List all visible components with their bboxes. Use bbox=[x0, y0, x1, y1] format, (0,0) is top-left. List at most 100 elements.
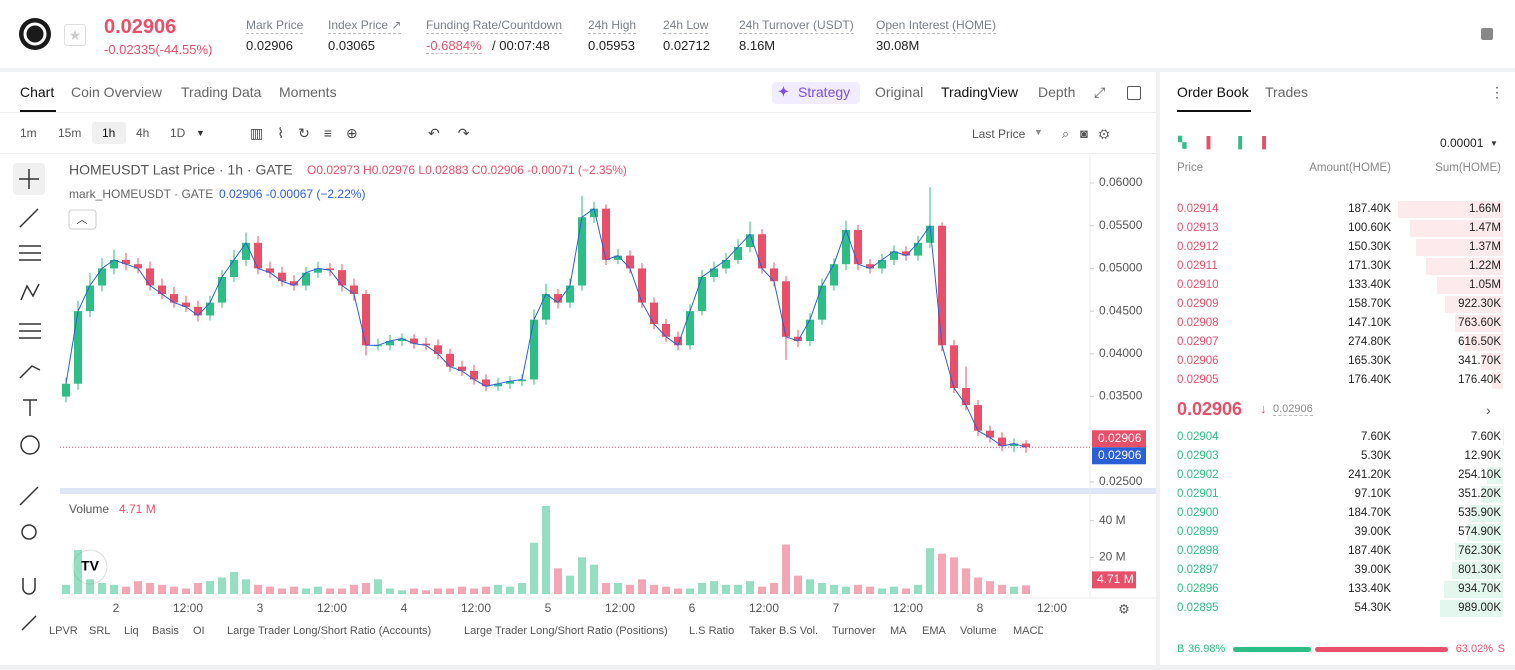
settings-icon[interactable]: ⚙ bbox=[1118, 601, 1130, 616]
mark-values: 0.02906 -0.00067 (−2.22%) bbox=[219, 187, 365, 201]
ob-row: 0.02903 5.30K 12.90K bbox=[1160, 447, 1515, 466]
view-tab[interactable]: Strategy bbox=[798, 84, 851, 100]
ob-amount: 5.30K bbox=[1360, 450, 1391, 462]
candle-body bbox=[458, 366, 466, 371]
chart-tab[interactable]: Chart bbox=[20, 84, 55, 100]
indicator[interactable]: SRL bbox=[89, 625, 111, 637]
candle-body bbox=[254, 242, 262, 269]
chart-tab[interactable]: Coin Overview bbox=[71, 84, 163, 100]
ob-amount: 241.20K bbox=[1348, 469, 1391, 481]
indicator[interactable]: L.S Ratio bbox=[689, 625, 735, 637]
interval[interactable]: 1h bbox=[102, 126, 116, 140]
candle-body bbox=[758, 234, 766, 269]
candle-body bbox=[830, 264, 838, 286]
candle-body bbox=[986, 430, 994, 438]
indicator[interactable]: MA bbox=[890, 625, 907, 637]
indicator[interactable]: MACD bbox=[1013, 625, 1043, 637]
stat-label: Funding Rate/Countdown bbox=[426, 18, 563, 34]
indicator[interactable]: Taker B.S Vol. bbox=[749, 625, 819, 637]
candle-body bbox=[578, 217, 586, 286]
candle-body bbox=[614, 255, 622, 260]
chevron[interactable]: › bbox=[1486, 402, 1491, 418]
candle-body bbox=[590, 208, 598, 218]
ob-amount: 176.40K bbox=[1348, 374, 1391, 386]
x-tick-label: 4 bbox=[401, 601, 408, 615]
ob-row: 0.02909 158.70K 922.30K bbox=[1160, 295, 1515, 314]
volume-bar bbox=[62, 584, 70, 594]
indicator[interactable]: Basis bbox=[152, 625, 179, 637]
ob-sum: 616.50K bbox=[1458, 336, 1501, 348]
ob-sum: 254.10K bbox=[1458, 469, 1501, 481]
collapse-button[interactable] bbox=[68, 209, 97, 230]
volume-bar bbox=[650, 584, 658, 594]
indicator[interactable]: Liq bbox=[124, 625, 139, 637]
interval[interactable]: 1D bbox=[170, 126, 186, 140]
volume-bar bbox=[386, 588, 394, 594]
menu-icon[interactable] bbox=[1481, 28, 1493, 40]
candle-body bbox=[782, 281, 790, 337]
stat-value: 0.02906 bbox=[246, 38, 293, 53]
buy-label: 36.98% bbox=[1188, 643, 1226, 655]
ob-sum: 801.30K bbox=[1458, 564, 1501, 576]
indicator[interactable]: EMA bbox=[922, 625, 946, 637]
x-tick-label: 8 bbox=[977, 601, 984, 615]
interval[interactable]: 4h bbox=[136, 126, 150, 140]
volume-bar bbox=[338, 588, 346, 594]
ob-price: 0.02906 bbox=[1177, 355, 1219, 367]
interval[interactable]: 15m bbox=[58, 126, 82, 140]
ob-tab[interactable]: Trades bbox=[1265, 84, 1309, 100]
indicator[interactable]: Large Trader Long/Short Ratio (Positions… bbox=[464, 625, 668, 637]
candle-body bbox=[362, 294, 370, 346]
legend-ohlc: O0.02973 H0.02976 L0.02883 C0.02906 -0.0… bbox=[307, 163, 627, 177]
y-tick-label: 0.04500 bbox=[1099, 303, 1143, 317]
view-toggles[interactable]: ▚▌▐▌ bbox=[1178, 137, 1290, 149]
y-tick-label: 0.04000 bbox=[1099, 346, 1143, 360]
candle-body bbox=[98, 268, 106, 286]
stat-value: 0.03065 bbox=[328, 38, 375, 53]
precision[interactable]: 0.00001 bbox=[1440, 136, 1484, 150]
spacer bbox=[1176, 156, 1456, 157]
candle-body bbox=[302, 272, 310, 286]
indicator[interactable]: Large Trader Long/Short Ratio (Accounts) bbox=[227, 625, 432, 637]
candle-body bbox=[998, 437, 1006, 447]
ob-sum: 1.37M bbox=[1469, 241, 1501, 253]
expand-icon[interactable]: ⤢ bbox=[1094, 84, 1106, 100]
indicator[interactable]: Volume bbox=[960, 625, 997, 637]
price-source[interactable]: Last Price bbox=[972, 127, 1026, 141]
chart-tab[interactable]: Moments bbox=[279, 84, 337, 100]
pane-separator bbox=[60, 488, 1156, 494]
view-tab[interactable]: TradingView bbox=[941, 84, 1019, 100]
x-tick-label: 6 bbox=[689, 601, 696, 615]
favorite-star[interactable]: ★ bbox=[64, 24, 86, 46]
candle-body bbox=[506, 381, 514, 384]
indicator[interactable]: Turnover bbox=[832, 625, 876, 637]
ob-price: 0.02901 bbox=[1177, 488, 1219, 500]
view-tab[interactable]: Original bbox=[875, 84, 924, 100]
ob-price: 0.02898 bbox=[1177, 545, 1219, 557]
undo-redo[interactable]: ↶↷ bbox=[428, 125, 488, 141]
indicator[interactable]: OI bbox=[193, 625, 205, 637]
volume-bar bbox=[1022, 585, 1030, 594]
last-price-tag-text: 0.02906 bbox=[1098, 431, 1142, 445]
volume-bar bbox=[662, 586, 670, 594]
view-tab[interactable]: Depth bbox=[1038, 84, 1076, 100]
interval[interactable]: 1m bbox=[20, 126, 37, 140]
ob-sum: 1.05M bbox=[1469, 279, 1501, 291]
window-icon[interactable] bbox=[1127, 86, 1141, 100]
toolbar-icons[interactable]: ⌕ ◙ ⚙ bbox=[1062, 126, 1110, 141]
volume-bar bbox=[518, 583, 526, 594]
drawing-tools[interactable] bbox=[19, 169, 41, 631]
volume-bar bbox=[926, 548, 934, 594]
more-icon[interactable]: ⋮ bbox=[1490, 84, 1504, 100]
chart-tab[interactable]: Trading Data bbox=[181, 84, 262, 100]
x-tick-label: 2 bbox=[113, 601, 120, 615]
candle-body bbox=[482, 379, 490, 387]
ob-tab[interactable]: Order Book bbox=[1177, 84, 1249, 100]
ob-row: 0.02896 133.40K 934.70K bbox=[1160, 580, 1515, 599]
candle-body bbox=[326, 268, 334, 271]
tab-underline bbox=[1177, 110, 1251, 112]
indicator[interactable]: LPVR bbox=[49, 625, 78, 637]
volume-bar bbox=[506, 586, 514, 594]
stat-label: Mark Price bbox=[246, 18, 304, 34]
chart-tools[interactable]: ▥⌇↻≡⊕ bbox=[250, 125, 372, 141]
